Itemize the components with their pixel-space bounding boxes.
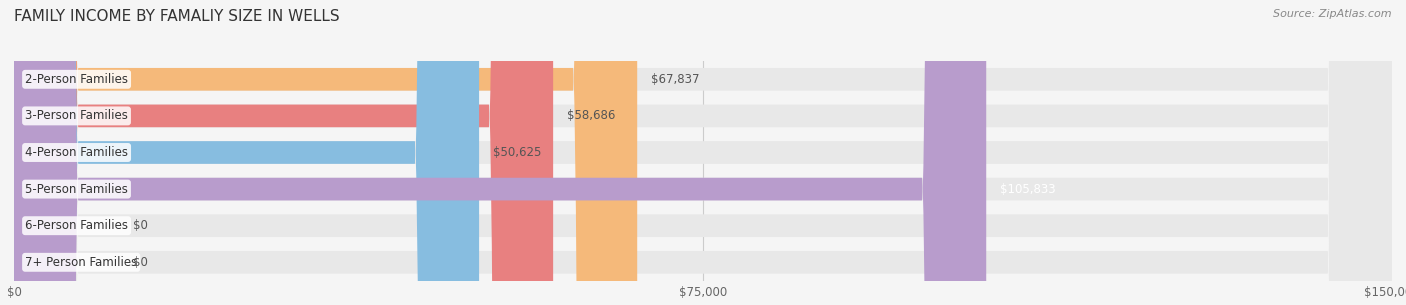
Text: 5-Person Families: 5-Person Families — [25, 183, 128, 196]
Text: 4-Person Families: 4-Person Families — [25, 146, 128, 159]
Text: $67,837: $67,837 — [651, 73, 699, 86]
Text: $50,625: $50,625 — [494, 146, 541, 159]
Text: 3-Person Families: 3-Person Families — [25, 109, 128, 122]
FancyBboxPatch shape — [14, 0, 1392, 305]
FancyBboxPatch shape — [14, 0, 553, 305]
Text: 7+ Person Families: 7+ Person Families — [25, 256, 138, 269]
FancyBboxPatch shape — [14, 0, 986, 305]
Text: $0: $0 — [134, 256, 149, 269]
FancyBboxPatch shape — [14, 0, 637, 305]
FancyBboxPatch shape — [14, 0, 1392, 305]
Text: $0: $0 — [134, 219, 149, 232]
Text: Source: ZipAtlas.com: Source: ZipAtlas.com — [1274, 9, 1392, 19]
Text: $105,833: $105,833 — [1000, 183, 1056, 196]
FancyBboxPatch shape — [14, 0, 1392, 305]
Text: $58,686: $58,686 — [567, 109, 616, 122]
FancyBboxPatch shape — [14, 0, 479, 305]
Text: 2-Person Families: 2-Person Families — [25, 73, 128, 86]
FancyBboxPatch shape — [14, 0, 1392, 305]
FancyBboxPatch shape — [14, 0, 1392, 305]
FancyBboxPatch shape — [14, 0, 1392, 305]
Text: 6-Person Families: 6-Person Families — [25, 219, 128, 232]
Text: FAMILY INCOME BY FAMALIY SIZE IN WELLS: FAMILY INCOME BY FAMALIY SIZE IN WELLS — [14, 9, 340, 24]
